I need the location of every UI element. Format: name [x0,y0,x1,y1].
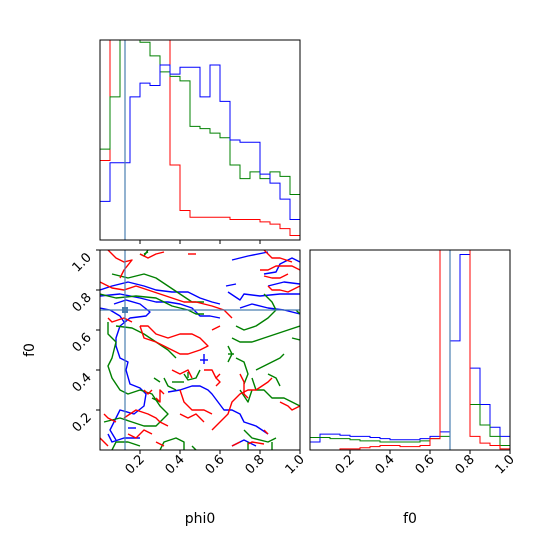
contour-series-2-path-20 [103,413,117,423]
contour-series-2-path-26 [127,429,153,439]
joint-y-tick-label: 1.0 [70,250,95,275]
contour-series-0-path-14 [231,439,257,447]
contour-series-1-path-2 [100,293,204,315]
contour-series-2-path-28 [279,401,300,411]
contour-series-1-path-24 [191,445,197,450]
contour-series-2-path-16 [155,389,165,403]
contour-series-1-path-17 [235,357,249,385]
contour-series-1-path-25 [243,429,277,443]
contour-series-0-path-12 [167,385,269,435]
contour-series-1-path-8 [163,377,177,391]
contour-series-1-path-22 [111,441,141,450]
f0-hist-x-tick-label: 0.4 [373,452,398,477]
phi0-histogram-panel [99,39,301,244]
contour-series-2-path-18 [179,413,205,423]
contour-series-2-path-19 [123,409,169,427]
contour-series-0-path-7 [231,251,269,261]
contour-series-0-path-6 [263,257,300,275]
f0-hist-frame [309,249,511,451]
joint-y-tick-label: 0.8 [70,290,95,315]
f0-hist-x-tick-label: 0.8 [453,452,478,477]
contour-series-1-path-19 [295,309,300,315]
contour-series-1-path-14 [251,377,300,407]
contour-series-1-path-23 [159,437,185,450]
contour-series-1-path-21 [227,345,233,363]
contour-series-2-path-17 [179,389,213,415]
contour-series-1-path-5 [183,369,201,381]
contour-series-0-path-5 [239,303,300,315]
contour-series-1-path-11 [235,293,277,331]
x-axis-label-f0: f0 [403,511,417,527]
joint-x-tick-label: 0.6 [203,452,228,477]
contour-series-1-path-12 [231,325,300,343]
joint-contour-panel: 0.2 0.4 0.6 0.8 1.0 0.2 0.4 0.6 0.8 1.0 phi0 f0 [22,249,308,527]
y-axis-label-f0: f0 [22,343,38,357]
contour-series-1-path-3 [115,325,177,359]
contour-series-2-path-27 [155,441,165,447]
f0-hist-x-tick-label: 1.0 [493,452,518,477]
contour-series-1-path-16 [267,373,281,387]
contour-series-0-path-4 [227,291,300,301]
contour-series-2-path-12 [204,369,221,379]
contour-series-1-path-1 [111,273,204,303]
phi0-hist-series-2-step [100,64,300,240]
phi0-hist-frame [99,39,301,241]
contour-series-1-path-20 [291,337,300,341]
contour-series-2-path-11 [171,369,193,379]
contour-series-1-path-15 [239,389,253,403]
contour-series-2-path-2 [107,317,133,323]
f0-hist-series-0-step [310,254,510,450]
contour-series-2-path-22 [211,377,273,431]
contour-series-2-path-9 [267,285,300,293]
joint-frame [99,249,301,451]
contour-series-0-path-9 [225,283,237,287]
contour-series-0-path-13 [107,433,140,443]
contour-series-0-path-8 [267,281,300,287]
phi0-hist-series-0-step [100,40,300,240]
f0-hist-series-2-step [310,250,510,450]
f0-hist-x-tick-label: 0.6 [413,452,438,477]
f0-hist-series-1-step [310,250,510,450]
joint-x-tick-label: 0.2 [123,452,148,477]
contour-series-1-path-28 [143,251,149,255]
contour-series-2-path-14 [239,373,249,399]
joint-truth-marker [122,307,128,313]
contour-series-1-path-4 [103,322,169,427]
contour-series-2-path-25 [263,429,269,435]
joint-y-tick-label: 0.6 [70,330,95,355]
contour-series-2-path-0 [107,250,133,279]
contour-series-2-path-8 [263,273,289,279]
contour-series-2-path-6 [263,250,293,263]
joint-x-tick-label: 0.8 [243,452,268,477]
contour-series-2-path-23 [231,441,241,447]
contour-series-2-path-24 [247,441,265,445]
f0-hist-x-tick-label: 0.2 [333,452,358,477]
x-axis-label-phi0: phi0 [185,511,216,527]
contour-series-1-path-13 [255,353,285,371]
joint-x-tick-label: 0.4 [163,452,188,477]
contour-series-2-path-7 [260,265,300,271]
contour-series-0-path-0 [100,281,221,305]
joint-x-tick-label: 1.0 [283,452,308,477]
joint-y-tick-label: 0.4 [70,370,95,395]
contour-series-1-path-9 [153,377,161,383]
contour-series-2-path-13 [215,377,221,387]
contour-series-2-path-21 [100,437,109,447]
f0-histogram-panel: 0.2 0.4 0.6 0.8 1.0 f0 [309,249,518,527]
contour-series-2-path-3 [139,325,209,355]
contour-series-2-path-1 [100,281,233,319]
contour-series-2-path-15 [143,389,153,395]
contour-series-2-path-4 [139,251,165,259]
contour-series-2-path-10 [211,325,221,331]
joint-y-tick-label: 0.2 [70,410,95,435]
